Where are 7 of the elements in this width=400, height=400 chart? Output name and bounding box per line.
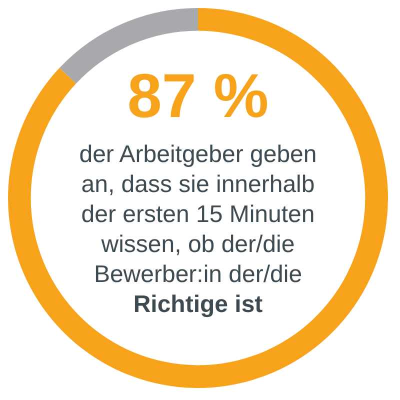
- data-label: 87 %: [127, 62, 269, 132]
- text: Richtige ist: [132, 290, 264, 320]
- text: der ersten 15 Minuten: [80, 200, 316, 230]
- text: der Arbeitgeber geben: [78, 140, 318, 170]
- text: Bewerber:in der/die: [92, 260, 304, 290]
- text: an, dass sie innerhalb: [80, 170, 316, 200]
- text: wissen, ob der/die: [100, 230, 296, 260]
